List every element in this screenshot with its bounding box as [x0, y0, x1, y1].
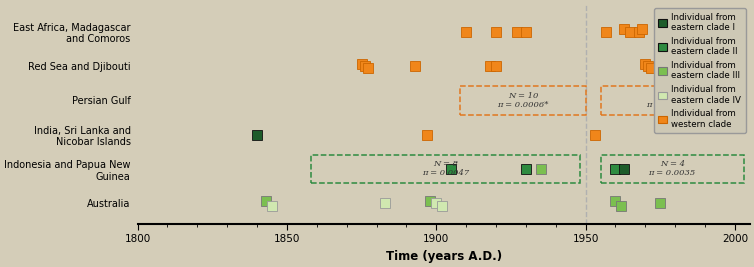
Text: N = 4: N = 4 [660, 160, 685, 168]
Text: π = 0.0035: π = 0.0035 [648, 169, 696, 177]
Text: π = 0.0047: π = 0.0047 [421, 169, 469, 177]
Text: π = 0.0006*: π = 0.0006* [497, 101, 549, 109]
Text: π = 0.0004*: π = 0.0004* [646, 101, 698, 109]
X-axis label: Time (years A.D.): Time (years A.D.) [385, 250, 501, 263]
Text: N = 14: N = 14 [657, 92, 688, 100]
Text: N = 8: N = 8 [433, 160, 458, 168]
Text: N = 10: N = 10 [507, 92, 538, 100]
Legend: Individual from
eastern clade I, Individual from
eastern clade II, Individual fr: Individual from eastern clade I, Individ… [654, 9, 746, 133]
